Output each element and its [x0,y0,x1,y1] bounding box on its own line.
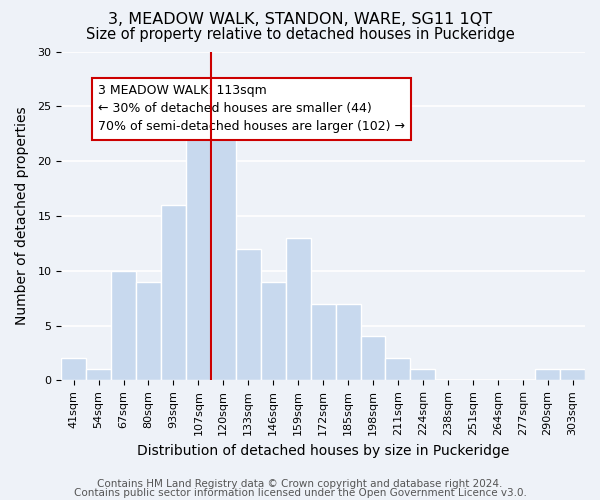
Bar [161,205,186,380]
Bar [410,370,436,380]
Bar [211,139,236,380]
Text: Contains public sector information licensed under the Open Government Licence v3: Contains public sector information licen… [74,488,526,498]
Y-axis label: Number of detached properties: Number of detached properties [15,106,29,325]
Bar [61,358,86,380]
Bar [86,370,111,380]
Text: 3 MEADOW WALK: 113sqm
← 30% of detached houses are smaller (44)
70% of semi-deta: 3 MEADOW WALK: 113sqm ← 30% of detached … [98,84,405,134]
Bar [311,304,335,380]
Bar [136,282,161,380]
Text: Contains HM Land Registry data © Crown copyright and database right 2024.: Contains HM Land Registry data © Crown c… [97,479,503,489]
Bar [385,358,410,380]
Bar [361,336,385,380]
Bar [111,270,136,380]
Bar [236,249,261,380]
Text: Size of property relative to detached houses in Puckeridge: Size of property relative to detached ho… [86,28,514,42]
Bar [560,370,585,380]
Bar [335,304,361,380]
Bar [186,106,211,380]
Bar [286,238,311,380]
Text: 3, MEADOW WALK, STANDON, WARE, SG11 1QT: 3, MEADOW WALK, STANDON, WARE, SG11 1QT [108,12,492,28]
Bar [261,282,286,380]
Bar [535,370,560,380]
X-axis label: Distribution of detached houses by size in Puckeridge: Distribution of detached houses by size … [137,444,509,458]
